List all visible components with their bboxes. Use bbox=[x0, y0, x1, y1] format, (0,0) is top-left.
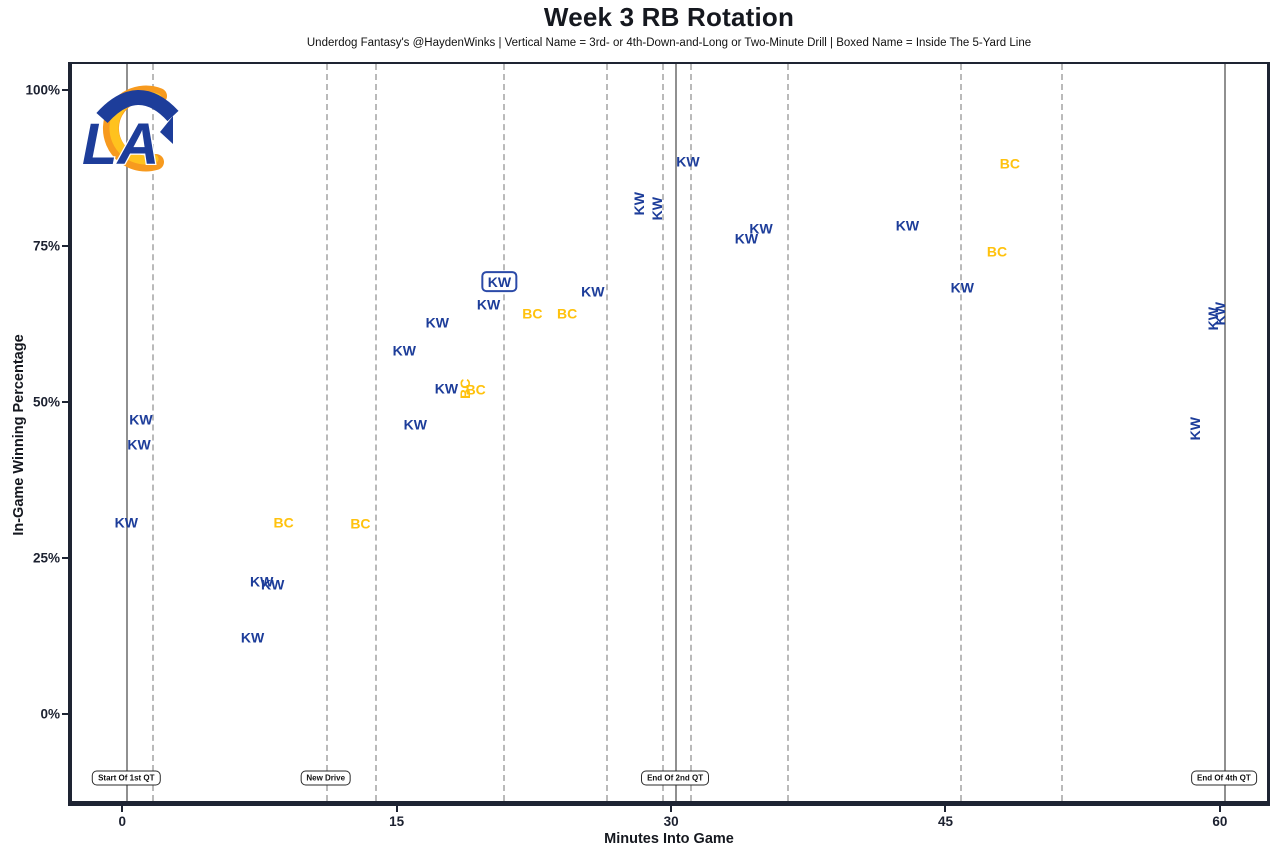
data-point-label-bc: BC bbox=[350, 515, 371, 532]
y-tick-mark bbox=[62, 245, 68, 247]
x-tick-label: 30 bbox=[663, 814, 679, 829]
data-point-label-kw: KW bbox=[392, 342, 417, 359]
y-axis-title: In-Game Winning Percentage bbox=[11, 334, 27, 536]
data-point-label-kw: KW bbox=[734, 230, 759, 247]
y-tick-label: 50% bbox=[32, 394, 60, 410]
data-point-label-kw: KW bbox=[1212, 301, 1229, 325]
new-drive-gridline bbox=[1061, 64, 1064, 801]
data-point-label-kw: KW bbox=[895, 217, 920, 234]
x-tick-label: 60 bbox=[1212, 814, 1228, 829]
data-point-label-bc: BC bbox=[273, 514, 294, 531]
new-drive-gridline bbox=[325, 64, 328, 801]
data-point-label-bc: BC bbox=[465, 381, 486, 398]
plot-area: LA KW KW KW KW KW KW BC BC KW KW KW KW BC BC KW KW BC BC K… bbox=[68, 62, 1270, 806]
data-point-label-kw: KW bbox=[481, 271, 518, 293]
y-tick-label: 0% bbox=[40, 706, 60, 722]
data-point-label-kw: KW bbox=[425, 314, 449, 331]
data-point-label-kw: KW bbox=[630, 192, 647, 216]
chart-subtitle: Underdog Fantasy's @HaydenWinks | Vertic… bbox=[306, 37, 1032, 49]
quarter-gridline bbox=[675, 64, 678, 801]
data-point-label-kw: KW bbox=[434, 380, 459, 397]
data-point-label-kw: KW bbox=[127, 436, 151, 453]
annotation-end-of-4th-qt: End Of 4th QT bbox=[1190, 770, 1257, 786]
data-point-label-kw: KW bbox=[249, 573, 274, 590]
annotation-end-of-2nd-qt: End Of 2nd QT bbox=[641, 770, 710, 786]
data-point-label-kw: KW bbox=[950, 279, 974, 296]
x-tick-mark bbox=[670, 806, 673, 812]
x-tick-label: 15 bbox=[389, 814, 405, 829]
x-tick-label: 0 bbox=[118, 814, 127, 829]
x-tick-mark bbox=[121, 806, 124, 812]
quarter-gridline bbox=[1223, 64, 1226, 801]
y-tick-mark bbox=[62, 401, 68, 403]
data-point-label-kw: KW bbox=[581, 283, 605, 300]
data-point-label-kw: KW bbox=[749, 220, 773, 237]
data-point-label-bc: BC bbox=[999, 155, 1020, 172]
new-drive-gridline bbox=[960, 64, 963, 801]
new-drive-gridline bbox=[605, 64, 608, 801]
data-point-label-bc: BC bbox=[522, 305, 543, 322]
chart-title: Week 3 RB Rotation bbox=[543, 2, 795, 32]
new-drive-gridline bbox=[786, 64, 789, 801]
y-tick-mark bbox=[62, 557, 68, 559]
x-tick-label: 45 bbox=[937, 814, 953, 829]
data-point-label-kw: KW bbox=[403, 416, 427, 433]
rams-logo-icon: LA bbox=[81, 85, 179, 178]
y-tick-mark bbox=[62, 713, 68, 715]
x-tick-mark bbox=[944, 806, 947, 812]
data-point-label-kw: KW bbox=[476, 297, 501, 314]
x-tick-mark bbox=[395, 806, 398, 812]
y-tick-label: 25% bbox=[32, 550, 60, 566]
quarter-gridline bbox=[126, 64, 129, 801]
new-drive-gridline bbox=[151, 64, 154, 801]
x-axis-title: Minutes Into Game bbox=[604, 831, 734, 847]
new-drive-gridline bbox=[503, 64, 506, 801]
new-drive-gridline bbox=[375, 64, 378, 801]
y-tick-label: 100% bbox=[25, 82, 60, 98]
y-tick-mark bbox=[62, 89, 68, 91]
annotation-new-drive: New Drive bbox=[300, 770, 352, 786]
annotation-start-of-1st-qt: Start Of 1st QT bbox=[92, 770, 161, 786]
data-point-label-bc: BC bbox=[986, 243, 1008, 260]
data-point-label-kw: KW bbox=[676, 153, 700, 170]
data-point-label-bc: BC bbox=[557, 305, 578, 322]
data-point-label-kw: KW bbox=[648, 196, 665, 221]
logo-letters: LA bbox=[82, 112, 159, 177]
data-point-label-kw: KW bbox=[240, 629, 265, 646]
y-tick-label: 75% bbox=[32, 238, 60, 254]
new-drive-gridline bbox=[689, 64, 692, 801]
data-point-label-kw: KW bbox=[260, 576, 285, 593]
data-point-label-kw: KW bbox=[1186, 417, 1203, 441]
data-point-label-kw: KW bbox=[129, 411, 153, 428]
new-drive-gridline bbox=[662, 64, 665, 801]
x-tick-mark bbox=[1218, 806, 1221, 812]
data-point-label-kw: KW bbox=[114, 514, 138, 531]
